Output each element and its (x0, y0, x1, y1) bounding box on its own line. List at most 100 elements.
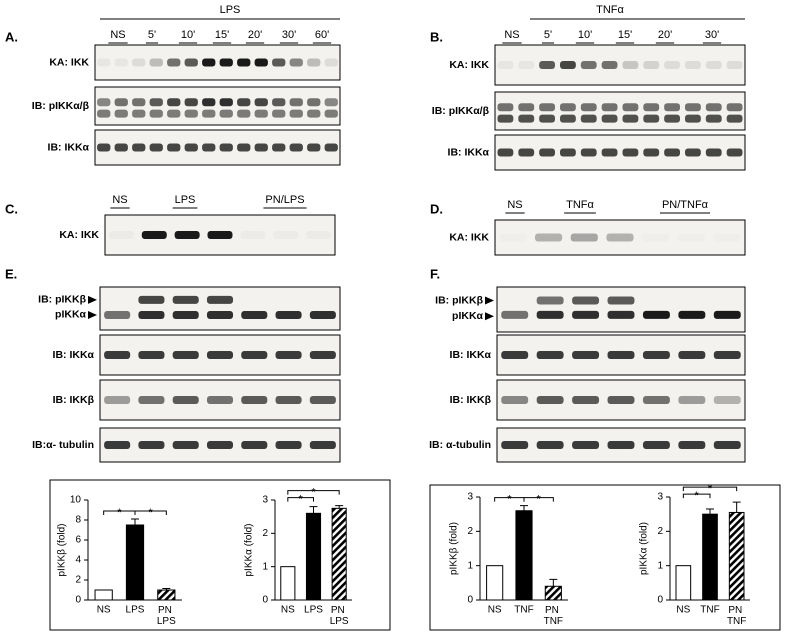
band (114, 58, 128, 67)
x-tick-label-line: TNF (544, 616, 563, 627)
band (685, 114, 701, 123)
band (536, 441, 564, 449)
band (237, 98, 251, 107)
panel-label: B. (430, 29, 443, 44)
band (132, 143, 146, 152)
row-label: IB: IKKα (448, 146, 490, 158)
row-label: KA: IKK (449, 231, 489, 243)
error-bar (520, 505, 528, 511)
band (518, 61, 535, 69)
error-bar (309, 506, 318, 514)
lane-label: 15' (215, 29, 229, 41)
band (560, 61, 576, 69)
band (685, 148, 701, 157)
band (289, 143, 303, 152)
band (219, 109, 233, 118)
panel-label: D. (430, 201, 443, 216)
x-tick-label: PN TNF (544, 605, 563, 627)
blot-frame (494, 44, 746, 86)
band (275, 351, 302, 359)
significance-star: * (695, 490, 700, 502)
band (539, 61, 555, 69)
band (241, 441, 268, 449)
error-bar (706, 508, 714, 515)
band (601, 61, 618, 69)
band (572, 351, 600, 359)
band (664, 61, 680, 69)
band (202, 143, 216, 152)
band (272, 58, 286, 67)
band (114, 98, 128, 107)
band (275, 441, 302, 449)
y-axis-label: pIKKβ (fold) (449, 522, 460, 575)
band (167, 58, 181, 67)
band (241, 310, 268, 319)
row-label: pIKKα (452, 310, 483, 322)
band (172, 351, 199, 359)
row-label: IB: IKKβ (450, 394, 492, 406)
y-tick-label: 6 (75, 535, 81, 546)
significance-star: * (708, 483, 713, 495)
blot-frame (94, 129, 341, 166)
band (572, 441, 600, 449)
band (607, 441, 635, 449)
band (601, 114, 618, 123)
band (306, 231, 331, 239)
significance-bracket (682, 493, 711, 499)
band (275, 396, 302, 404)
significance-star: * (117, 507, 122, 519)
band (607, 310, 635, 319)
band (254, 98, 268, 107)
x-tick-label: PN TNF (727, 605, 746, 627)
row-label: KA: IKK (49, 56, 89, 68)
y-tick-label: 2 (467, 526, 473, 537)
band (501, 396, 529, 404)
row-label: IB: IKKα (48, 141, 90, 153)
y-tick-label: 0 (262, 595, 268, 606)
band (622, 148, 639, 157)
lane-label: 20' (248, 29, 262, 41)
x-tick-label-line: TNF (727, 616, 746, 627)
lane-label: 15' (618, 29, 632, 41)
row-label: IB: pIKKβ (38, 294, 86, 306)
band (309, 310, 336, 319)
bar (125, 524, 145, 601)
band (324, 109, 338, 118)
band (607, 351, 635, 359)
band (643, 61, 660, 69)
x-tick-label: LPS (304, 605, 323, 616)
band (132, 58, 146, 67)
band (664, 148, 680, 157)
lane-label: 10' (578, 29, 592, 41)
band (219, 98, 233, 107)
blot-frame (496, 286, 746, 333)
band (237, 58, 251, 67)
arrowhead (485, 296, 494, 305)
band (97, 109, 111, 118)
band (309, 396, 336, 404)
band (149, 143, 163, 152)
band (678, 351, 706, 359)
band (518, 148, 535, 157)
x-tick-label: PN LPS (330, 605, 349, 627)
band (206, 310, 234, 319)
y-tick-label: 0 (467, 595, 473, 606)
band (726, 61, 743, 69)
band (167, 109, 181, 118)
x-tick-label: NS (281, 605, 295, 616)
y-axis-label: pIKKα (fold) (244, 523, 255, 576)
band (272, 109, 286, 118)
band (237, 109, 251, 118)
bar (728, 511, 745, 601)
band (324, 58, 338, 67)
band (172, 310, 199, 319)
band (678, 310, 706, 319)
treatment-label: LPS (220, 4, 241, 16)
band (518, 114, 535, 123)
error-bar (335, 505, 344, 509)
band (601, 148, 618, 157)
band (206, 351, 234, 359)
band (202, 58, 216, 67)
lane-label: PN/TNFα (662, 199, 709, 211)
y-tick-label: 10 (70, 495, 82, 506)
